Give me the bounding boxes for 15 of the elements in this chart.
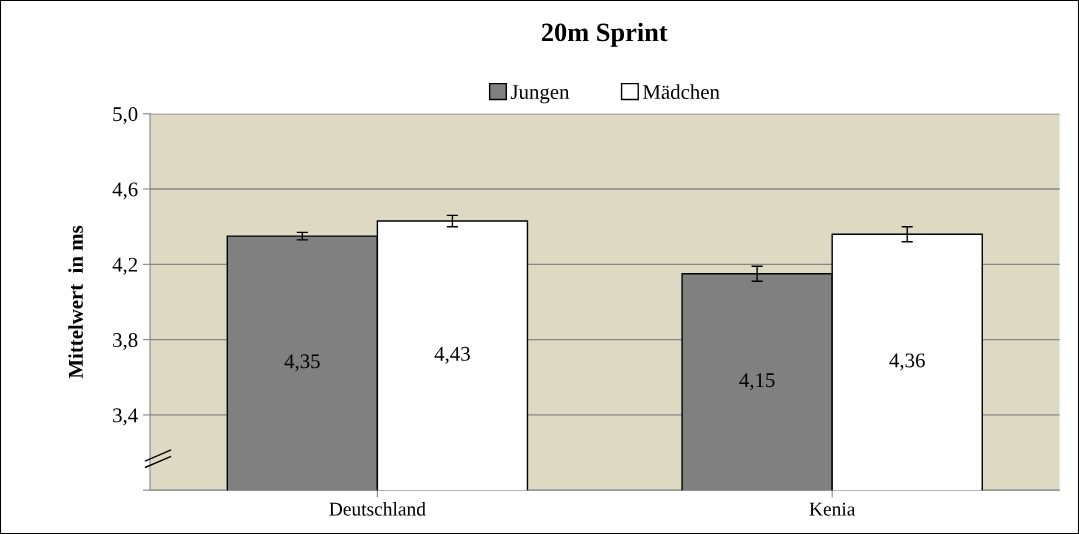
data-label: 4,36 [889,353,925,371]
y-axis-title: Mittelwert in ms [68,225,83,379]
data-label: 4,35 [284,354,320,372]
legend-label: Jungen [510,85,570,104]
data-label: 4,15 [739,373,775,391]
x-tick-label: Deutschland [329,502,426,516]
legend-label: Mädchen [643,84,720,100]
y-tick-label: 4,6 [112,182,138,200]
x-tick-label: Kenia [809,502,856,516]
y-tick-label: 4,2 [112,257,138,275]
y-tick-label: 3,8 [113,333,138,351]
y-tick-label: 3,4 [113,408,138,426]
y-tick-label: 5,0 [113,107,138,125]
chart-title: 20m Sprint [541,22,668,47]
data-label: 4,43 [434,346,470,364]
